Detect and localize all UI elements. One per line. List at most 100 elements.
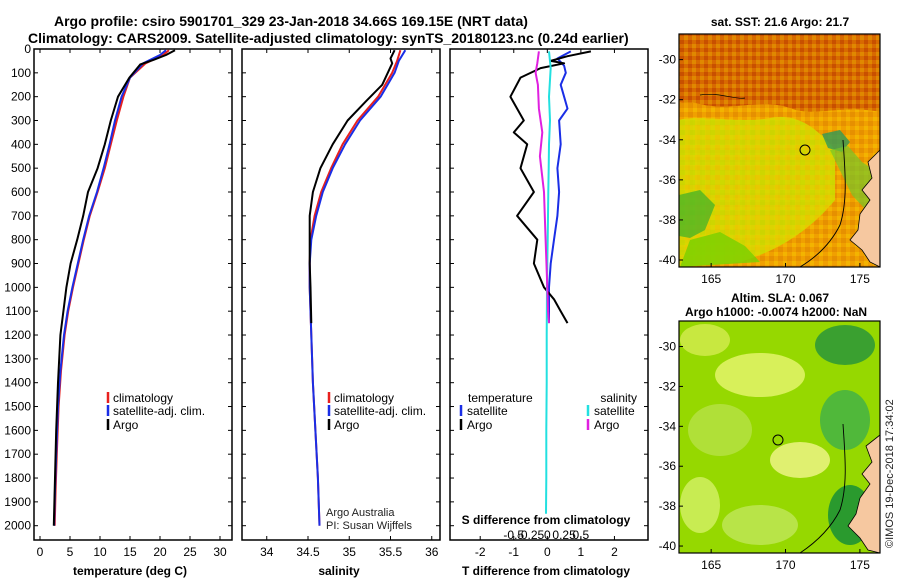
s-tick-label: 0.5	[573, 528, 590, 542]
y-tick-label: 200	[11, 90, 31, 104]
temperature-axes	[33, 48, 233, 541]
temperature-xlabel: temperature (deg C)	[73, 564, 187, 578]
sla-blob-5	[770, 442, 830, 478]
y-tick-label: 1100	[5, 304, 31, 318]
x-tick-label: 10	[93, 545, 107, 559]
map-x-tick-label: 165	[701, 272, 721, 286]
map-y-tick-label: -34	[659, 133, 677, 147]
sla-map-title-2: Argo h1000: -0.0074 h2000: NaN	[685, 305, 867, 319]
y-tick-label: 300	[11, 114, 31, 128]
sst-contour-north	[699, 93, 746, 99]
series-argo	[52, 49, 176, 526]
series-t-satellite	[548, 50, 572, 324]
y-tick-label: 1500	[4, 400, 31, 414]
s-tick-label: -0.5	[503, 528, 524, 542]
series-t-argo	[509, 50, 592, 324]
sst-patch-2	[680, 232, 760, 267]
map-y-tick-label: -36	[659, 173, 677, 187]
y-tick-label: 1400	[4, 376, 31, 390]
y-tick-label: 1300	[4, 352, 31, 366]
legend-t-argo: Argo	[467, 418, 493, 432]
x-tick-label: 34.5	[296, 545, 320, 559]
credit-argo-australia: Argo Australia	[326, 507, 395, 519]
s-tick-label: 0	[544, 528, 551, 542]
legend-t-satellite: satellite	[467, 404, 508, 418]
legend-climatology: climatology	[334, 391, 394, 405]
title-line-1: Argo profile: csiro 5901701_329 23-Jan-2…	[54, 13, 528, 29]
sla-blob-6	[680, 477, 720, 533]
map-y-tick-label: -36	[659, 459, 677, 473]
sla-contour	[799, 423, 846, 554]
temperature-legend: climatology satellite-adj. clim. Argo	[106, 391, 205, 432]
legend-s-argo: Argo	[594, 418, 620, 432]
series-satellite-adj-clim-	[308, 49, 407, 526]
s-tick-label: -0.25	[517, 528, 545, 542]
salinity-plot: 34 34.5 35 35.5 36	[242, 48, 440, 559]
sst-map	[678, 33, 881, 268]
y-tick-label: 100	[11, 66, 31, 80]
legend-satellite: satellite-adj. clim.	[113, 404, 205, 418]
y-tick-label: 1700	[4, 447, 31, 461]
s-tick-label: 0.25	[552, 528, 576, 542]
sla-blob-4	[688, 404, 752, 456]
sst-warm-region	[679, 34, 880, 112]
sst-frame	[678, 33, 881, 268]
salinity-axes	[241, 48, 441, 541]
title-line-2: Climatology: CARS2009. Satellite-adjuste…	[28, 30, 629, 46]
series-argo	[308, 49, 396, 324]
legend-s-satellite: satellite	[594, 404, 635, 418]
argo-position-marker	[799, 144, 811, 156]
difference-plot: -2 -1 0 1 2-0.5-0.25 0 0.250.5	[450, 48, 648, 559]
map-y-tick-label: -34	[659, 419, 677, 433]
map-y-tick-label: -30	[659, 340, 677, 354]
sst-cool-region	[679, 116, 835, 267]
temperature-plot: 0100200300400500600700800900100011001200…	[4, 42, 232, 559]
x-tick-label: 20	[153, 545, 167, 559]
y-tick-label: 1600	[4, 423, 31, 437]
legend-argo: Argo	[113, 418, 139, 432]
argo-position-marker	[772, 434, 784, 446]
sla-map-title-1: Altim. SLA: 0.067	[731, 291, 829, 305]
map-y-tick-label: -38	[659, 499, 677, 513]
x-tick-label: 0	[544, 545, 551, 559]
sst-map-ticks: 165 170 175 -30 -32 -34 -36 -38 -40	[659, 53, 871, 286]
x-tick-label: 0	[37, 545, 44, 559]
x-tick-label: 35	[343, 545, 357, 559]
y-tick-label: 700	[11, 209, 31, 223]
map-y-tick-label: -30	[659, 53, 677, 67]
series-s-satellite	[545, 51, 552, 514]
y-tick-label: 500	[11, 161, 31, 175]
y-tick-label: 2000	[4, 519, 31, 533]
y-tick-label: 1200	[4, 328, 31, 342]
x-tick-label: 15	[123, 545, 137, 559]
salinity-legend: climatology satellite-adj. clim. Argo Ar…	[326, 391, 426, 532]
x-tick-label: 36	[425, 545, 439, 559]
y-tick-label: 1000	[4, 280, 31, 294]
x-tick-label: 35.5	[379, 545, 403, 559]
sst-contour	[799, 139, 846, 268]
x-tick-label: 34	[260, 545, 274, 559]
difference-xlabel: T difference from climatology	[462, 564, 630, 578]
sst-map-title: sat. SST: 21.6 Argo: 21.7	[711, 15, 850, 29]
map-x-tick-label: 165	[701, 558, 721, 572]
x-tick-label: 25	[183, 545, 197, 559]
sla-blob-3	[815, 325, 875, 365]
map-y-tick-label: -40	[659, 539, 677, 553]
map-y-tick-label: -38	[659, 213, 677, 227]
y-tick-label: 1800	[4, 471, 31, 485]
series-climatology	[308, 49, 402, 526]
salinity-difference-label: S difference from climatology	[462, 513, 631, 527]
sla-blob-7	[820, 390, 870, 450]
sst-patch-1	[679, 190, 715, 238]
y-tick-label: 400	[11, 137, 31, 151]
legend-satellite: satellite-adj. clim.	[334, 404, 426, 418]
legend-temperature-title: temperature	[468, 391, 533, 405]
x-tick-label: 30	[213, 545, 227, 559]
x-tick-label: 2	[611, 545, 618, 559]
sla-land	[847, 434, 881, 554]
difference-legend: temperature satellite Argo salinity sate…	[459, 391, 637, 432]
sla-frame	[678, 320, 881, 554]
y-tick-label: 600	[11, 185, 31, 199]
x-tick-label: -1	[508, 545, 519, 559]
